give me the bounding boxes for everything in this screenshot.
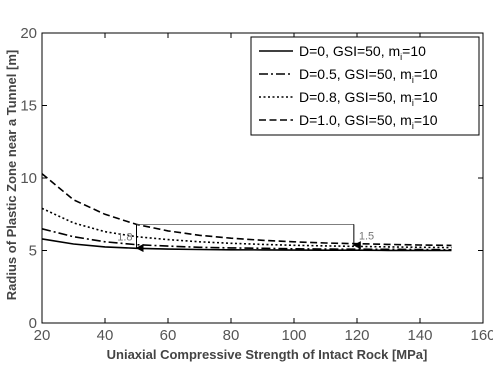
plot-series [41,173,452,252]
legend-label-subscript: i [412,75,414,85]
y-tick-label: 5 [29,243,37,260]
series-line-3 [41,207,452,249]
legend-label-suffix: =10 [414,112,438,128]
legend-label-4: D=1.0, GSI=50, mi=10 [299,112,438,131]
y-axis-title: Radius of Plastic Zone near a Tunnel [m] [4,50,19,300]
legend-label-suffix: =10 [414,66,438,82]
annotation-label-2: 1.5 [359,230,374,242]
x-tick-label: 100 [281,327,306,344]
legend-label-suffix: =10 [402,43,426,59]
y-tick-label: 10 [20,170,37,187]
x-tick-label: 140 [407,327,432,344]
y-tick-label: 20 [20,25,37,42]
legend: D=0, GSI=50, mi=10D=0.5, GSI=50, mi=10D=… [250,36,480,136]
legend-label-main: D=0.8, GSI=50, m [299,89,412,105]
series-line-1 [41,238,452,252]
legend-label-subscript: i [412,98,414,108]
legend-label-main: D=0.5, GSI=50, m [299,66,412,82]
x-tick-label: 60 [160,327,177,344]
legend-label-subscript: i [412,121,414,131]
x-axis-ticks: 20 40 60 80 100 120 140 160 [34,33,493,344]
legend-box [250,36,480,136]
plot-annotations: 1.8 1.5 [117,223,374,253]
legend-label-1: D=0, GSI=50, mi=10 [299,43,426,62]
series-line-2 [41,228,452,251]
legend-label-3: D=0.8, GSI=50, mi=10 [299,89,438,108]
legend-label-main: D=0, GSI=50, m [299,43,400,59]
annotation-label-1: 1.8 [117,232,132,244]
x-tick-label: 160 [470,327,493,344]
legend-label-2: D=0.5, GSI=50, mi=10 [299,66,438,85]
x-tick-label: 20 [34,327,51,344]
x-tick-label: 80 [223,327,240,344]
x-tick-label: 120 [344,327,369,344]
legend-label-subscript: i [400,52,402,62]
y-axis-ticks: 0 5 10 15 20 [20,25,483,332]
x-tick-label: 40 [97,327,114,344]
legend-label-main: D=1.0, GSI=50, m [299,112,412,128]
legend-label-suffix: =10 [414,89,438,105]
y-tick-label: 0 [29,315,37,332]
y-tick-label: 15 [20,98,37,115]
x-axis-title: Uniaxial Compressive Strength of Intact … [107,347,428,362]
